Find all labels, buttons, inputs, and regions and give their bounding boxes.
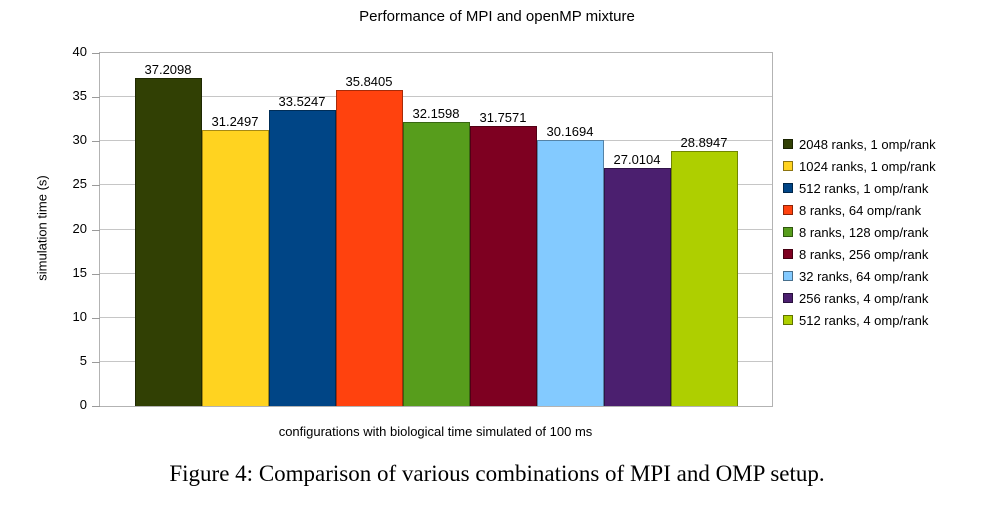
x-axis-title: configurations with biological time simu… — [278, 424, 593, 439]
y-tick-mark — [92, 185, 100, 187]
y-tick-mark — [92, 406, 100, 407]
y-tick-mark — [92, 317, 100, 319]
legend: 2048 ranks, 1 omp/rank 1024 ranks, 1 omp/… — [783, 133, 936, 331]
bar-value-label: 30.1694 — [546, 123, 594, 139]
legend-label: 256 ranks, 4 omp/rank — [799, 290, 929, 306]
legend-item: 32 ranks, 64 omp/rank — [783, 265, 936, 287]
y-tick-mark — [92, 361, 100, 363]
legend-key-swatch — [783, 205, 793, 215]
bar: 27.0104 — [603, 152, 671, 406]
legend-key-swatch — [783, 227, 793, 237]
bar: 28.8947 — [670, 135, 738, 406]
bar: 33.5247 — [268, 94, 336, 406]
legend-label: 512 ranks, 1 omp/rank — [799, 180, 929, 196]
bar: 35.8405 — [335, 74, 403, 406]
y-tick-mark — [92, 273, 100, 275]
legend-key-swatch — [783, 249, 793, 259]
legend-key-swatch — [783, 271, 793, 281]
legend-label: 2048 ranks, 1 omp/rank — [799, 136, 936, 152]
bar: 30.1694 — [536, 124, 604, 406]
legend-item: 8 ranks, 256 omp/rank — [783, 243, 936, 265]
bar: 31.2497 — [201, 114, 269, 406]
legend-item: 2048 ranks, 1 omp/rank — [783, 133, 936, 155]
legend-key-swatch — [783, 315, 793, 325]
legend-item: 8 ranks, 64 omp/rank — [783, 199, 936, 221]
legend-label: 8 ranks, 256 omp/rank — [799, 246, 929, 262]
y-tick-label: 30 — [72, 132, 87, 148]
bar-group: 37.2098 31.2497 33.5247 35.8405 32.1598 31.75… — [100, 53, 772, 406]
y-tick-label: 0 — [79, 397, 87, 412]
legend-item: 8 ranks, 128 omp/rank — [783, 221, 936, 243]
bar: 37.2098 — [134, 62, 202, 406]
y-tick-label: 20 — [72, 220, 87, 236]
legend-label: 8 ranks, 64 omp/rank — [799, 202, 922, 218]
y-tick-label: 25 — [72, 176, 87, 192]
bar: 32.1598 — [402, 106, 470, 406]
legend-key-swatch — [783, 293, 793, 303]
legend-key-swatch — [783, 183, 793, 193]
y-tick-mark — [92, 141, 100, 143]
legend-item: 256 ranks, 4 omp/rank — [783, 287, 936, 309]
y-tick-label: 35 — [72, 88, 87, 104]
y-tick-mark — [92, 229, 100, 231]
bar-value-label: 33.5247 — [278, 94, 326, 110]
chart-title: Performance of MPI and openMP mixture — [359, 8, 635, 25]
bar-value-label: 28.8947 — [680, 135, 728, 151]
bar-value-label: 35.8405 — [345, 73, 393, 89]
legend-label: 8 ranks, 128 omp/rank — [799, 224, 929, 240]
bar-value-label: 27.0104 — [613, 151, 661, 167]
bar-value-label: 37.2098 — [144, 61, 192, 77]
y-tick-label: 15 — [72, 264, 87, 280]
y-tick-mark — [92, 53, 100, 54]
legend-item: 512 ranks, 4 omp/rank — [783, 309, 936, 331]
y-tick-label: 5 — [79, 352, 87, 368]
legend-label: 1024 ranks, 1 omp/rank — [799, 158, 936, 174]
bar: 31.7571 — [469, 110, 537, 406]
bar-value-label: 32.1598 — [412, 106, 460, 122]
y-tick-mark — [92, 97, 100, 99]
bar-value-label: 31.7571 — [479, 109, 527, 125]
bar-value-label: 31.2497 — [211, 114, 259, 130]
gridline — [100, 96, 772, 98]
legend-item: 1024 ranks, 1 omp/rank — [783, 155, 936, 177]
figure-caption: Figure 4: Comparison of various combinat… — [169, 461, 825, 486]
legend-key-swatch — [783, 161, 793, 171]
plot-area: 37.2098 31.2497 33.5247 35.8405 32.1598 31.75… — [92, 52, 773, 407]
legend-item: 512 ranks, 1 omp/rank — [783, 177, 936, 199]
legend-key-swatch — [783, 139, 793, 149]
y-tick-label: 10 — [72, 308, 87, 324]
y-tick-label: 40 — [72, 44, 87, 59]
legend-label: 32 ranks, 64 omp/rank — [799, 268, 929, 284]
legend-label: 512 ranks, 4 omp/rank — [799, 312, 929, 328]
